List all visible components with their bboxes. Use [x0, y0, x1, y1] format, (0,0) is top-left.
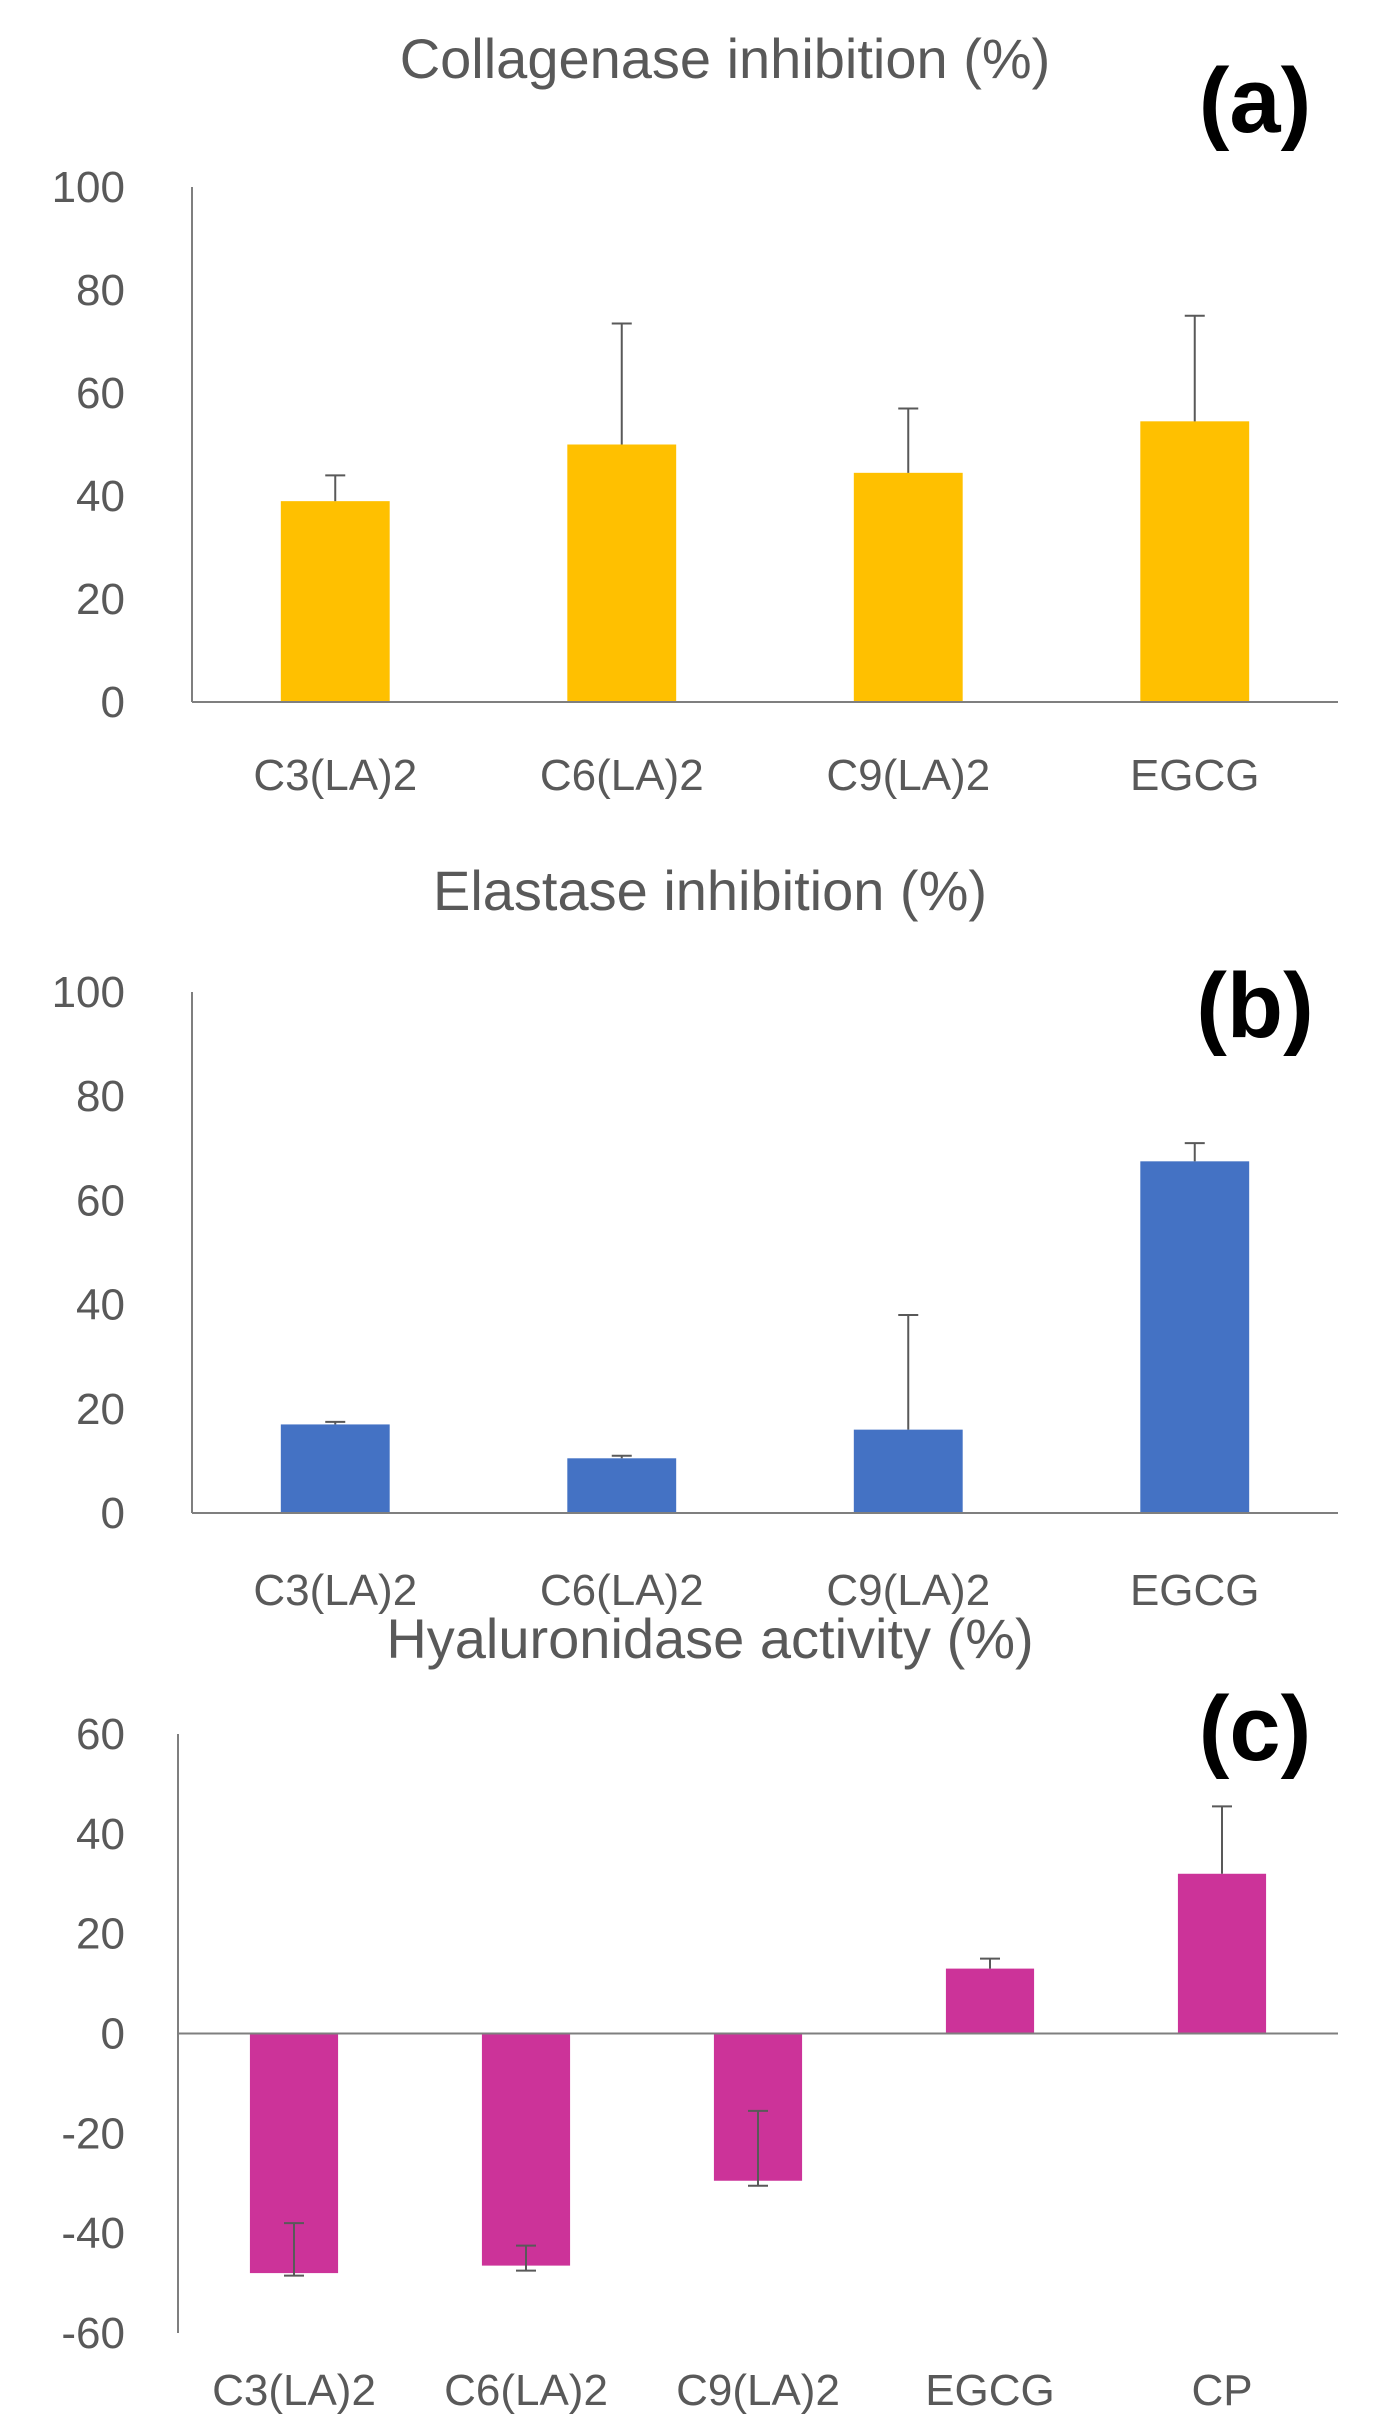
- x-category-label: C6(LA)2: [540, 1566, 704, 1615]
- y-tick-label: 60: [76, 1176, 125, 1225]
- bar[interactable]: [1177, 1873, 1267, 2034]
- x-category-label: EGCG: [925, 2366, 1055, 2415]
- x-category-label: CP: [1191, 2366, 1252, 2415]
- x-category-label: C3(LA)2: [212, 2366, 376, 2415]
- bar[interactable]: [1140, 1161, 1250, 1513]
- y-tick-label: 80: [76, 1072, 125, 1121]
- y-tick-label: 20: [76, 1910, 125, 1959]
- x-category-label: C9(LA)2: [826, 1566, 990, 1615]
- chart-panel: Collagenase inhibition (%) (a) 0 20 40 60 80 10…: [52, 27, 1338, 800]
- x-category-label: C6(LA)2: [540, 751, 704, 800]
- x-category-label: EGCG: [1130, 1566, 1260, 1615]
- bar[interactable]: [567, 1458, 677, 1513]
- x-category-label: C6(LA)2: [444, 2366, 608, 2415]
- x-category-label: C3(LA)2: [253, 751, 417, 800]
- bar[interactable]: [280, 501, 390, 702]
- x-category-label: C3(LA)2: [253, 1566, 417, 1615]
- chart-title: Elastase inhibition (%): [433, 859, 987, 922]
- y-tick-label: 20: [76, 1385, 125, 1434]
- y-tick-label: 40: [76, 472, 125, 521]
- y-tick-label: -20: [61, 2109, 125, 2158]
- y-tick-label: 60: [76, 369, 125, 418]
- bar[interactable]: [280, 1424, 390, 1513]
- y-tick-label: -60: [61, 2309, 125, 2358]
- y-tick-label: 40: [76, 1281, 125, 1330]
- panel-label: (c): [1199, 1678, 1311, 1780]
- chart-panel: Elastase inhibition (%) (b) 0 20 40 60 80 100 C3…: [52, 859, 1338, 1615]
- y-tick-label: -40: [61, 2209, 125, 2258]
- y-tick-label: 20: [76, 575, 125, 624]
- y-tick-label: 100: [52, 163, 125, 212]
- y-tick-label: 0: [101, 678, 125, 727]
- bar[interactable]: [481, 2033, 571, 2266]
- bar[interactable]: [853, 472, 963, 702]
- bar[interactable]: [853, 1429, 963, 1513]
- y-tick-label: 80: [76, 266, 125, 315]
- bar[interactable]: [945, 1968, 1035, 2034]
- panel-label: (a): [1199, 50, 1311, 152]
- bar[interactable]: [567, 444, 677, 703]
- y-tick-label: 0: [101, 2010, 125, 2059]
- x-category-label: C9(LA)2: [676, 2366, 840, 2415]
- y-tick-label: 60: [76, 1710, 125, 1759]
- chart-title: Hyaluronidase activity (%): [386, 1607, 1033, 1670]
- y-tick-label: 0: [101, 1489, 125, 1538]
- panel-label: (b): [1196, 955, 1313, 1057]
- x-category-label: EGCG: [1130, 751, 1260, 800]
- bar[interactable]: [1140, 421, 1250, 702]
- y-tick-label: 40: [76, 1810, 125, 1859]
- y-tick-label: 100: [52, 968, 125, 1017]
- x-category-label: C9(LA)2: [826, 751, 990, 800]
- chart-panel: Hyaluronidase activity (%) (c) -60 -40 -20 0 2…: [61, 1607, 1338, 2415]
- chart-title: Collagenase inhibition (%): [400, 27, 1051, 90]
